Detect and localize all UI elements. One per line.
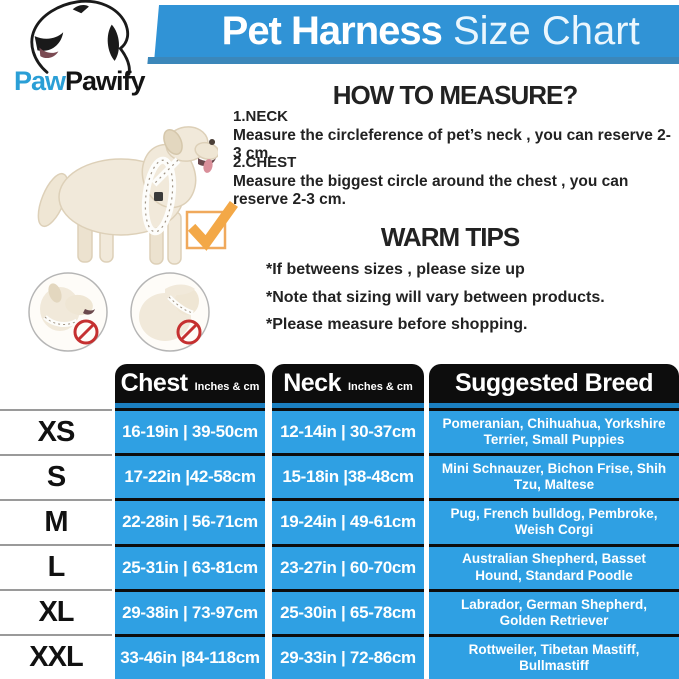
how-to-measure-title: HOW TO MEASURE? [332, 80, 579, 110]
page-title: Pet Harness Size Chart [157, 5, 679, 58]
column-subtitle: Inches & cm [347, 380, 413, 393]
wrong-measure-inset-neck [28, 272, 108, 352]
neck-value: 19-24in | 49-61cm [272, 501, 424, 544]
size-label: XS [0, 408, 112, 454]
chest-value: 16-19in | 39-50cm [115, 411, 265, 454]
page-title-bold: Pet Harness [221, 9, 442, 53]
chest-value: 33-46in |84-118cm [115, 636, 265, 679]
dog-head-lineart-icon [30, 0, 131, 76]
step-label: 2.CHEST [233, 154, 297, 171]
title-banner-underline [147, 57, 679, 64]
breed-value: Pomeranian, Chihuahua, Yorkshire Terrier… [429, 411, 679, 454]
size-column-header-spacer [0, 364, 112, 408]
warm-tip: *If betweens sizes , please size up [266, 261, 525, 278]
size-chart-table: XS S M L XL XXL Chest Inches & cm 16-19i… [0, 364, 679, 679]
column-underline [272, 403, 424, 408]
neck-value: 25-30in | 65-78cm [272, 591, 424, 634]
neck-column-header: Neck Inches & cm [272, 364, 424, 403]
measure-step-chest: 2.CHEST Measure the biggest circle aroun… [233, 154, 679, 209]
logo-wordmark: PawPawify [14, 66, 146, 97]
column-underline [115, 403, 265, 408]
step-label: 1.NECK [233, 108, 289, 125]
size-label: S [0, 453, 112, 499]
orange-checkmark-icon [185, 201, 238, 251]
column-underline [429, 403, 679, 408]
chest-value: 17-22in |42-58cm [115, 456, 265, 499]
column-subtitle: Inches & cm [194, 380, 260, 393]
chest-column-header: Chest Inches & cm [115, 364, 265, 403]
neck-value: 23-27in | 60-70cm [272, 546, 424, 589]
size-label: M [0, 498, 112, 544]
warm-tips-title: WARM TIPS [380, 222, 520, 252]
breed-value: Australian Shepherd, Basset Hound, Stand… [429, 546, 679, 589]
wrong-measure-inset-chest [130, 272, 210, 352]
size-label: L [0, 544, 112, 589]
chest-value: 25-31in | 63-81cm [115, 546, 265, 589]
breed-column: Suggested Breed Pomeranian, Chihuahua, Y… [429, 364, 679, 679]
red-no-sign-icon [73, 319, 99, 345]
step-text: Measure the biggest circle around the ch… [233, 173, 629, 208]
column-title: Chest [120, 369, 188, 397]
red-no-sign-icon [176, 319, 202, 345]
column-title: Suggested Breed [454, 369, 654, 397]
logo-wordmark-dark: Pawify [65, 66, 146, 96]
size-label-column: XS S M L XL XXL [0, 364, 112, 679]
size-label: XL [0, 589, 112, 634]
size-label: XXL [0, 634, 112, 679]
neck-column: Neck Inches & cm 12-14in | 30-37cm 15-18… [272, 364, 424, 679]
breed-value: Labrador, German Shepherd, Golden Retrie… [429, 591, 679, 634]
chest-column: Chest Inches & cm 16-19in | 39-50cm 17-2… [115, 364, 265, 679]
chest-value: 29-38in | 73-97cm [115, 591, 265, 634]
breed-value: Rottweiler, Tibetan Mastiff, Bullmastiff [429, 636, 679, 679]
title-banner: Pet Harness Size Chart [154, 5, 679, 58]
breed-value: Mini Schnauzer, Bichon Frise, Shih Tzu, … [429, 456, 679, 499]
chest-value: 22-28in | 56-71cm [115, 501, 265, 544]
measure-step-neck: 1.NECK Measure the circleference of pet’… [233, 108, 679, 163]
dog-with-harness-photo [37, 126, 218, 265]
page-title-light: Size Chart [441, 9, 640, 53]
warm-tip: *Note that sizing will vary between prod… [266, 288, 605, 306]
neck-value: 29-33in | 72-86cm [272, 636, 424, 679]
neck-value: 15-18in |38-48cm [272, 456, 424, 499]
step-text: Measure the circleference of pet’s neck … [233, 127, 671, 162]
column-title: Neck [283, 369, 341, 397]
warm-tip: *Please measure before shopping. [266, 316, 528, 334]
warm-tips-list: *If betweens sizes , please size up *Not… [266, 259, 666, 342]
neck-value: 12-14in | 30-37cm [272, 411, 424, 454]
logo-wordmark-blue: Paw [14, 66, 66, 96]
breed-column-header: Suggested Breed [429, 364, 679, 403]
breed-value: Pug, French bulldog, Pembroke, Weish Cor… [429, 501, 679, 544]
